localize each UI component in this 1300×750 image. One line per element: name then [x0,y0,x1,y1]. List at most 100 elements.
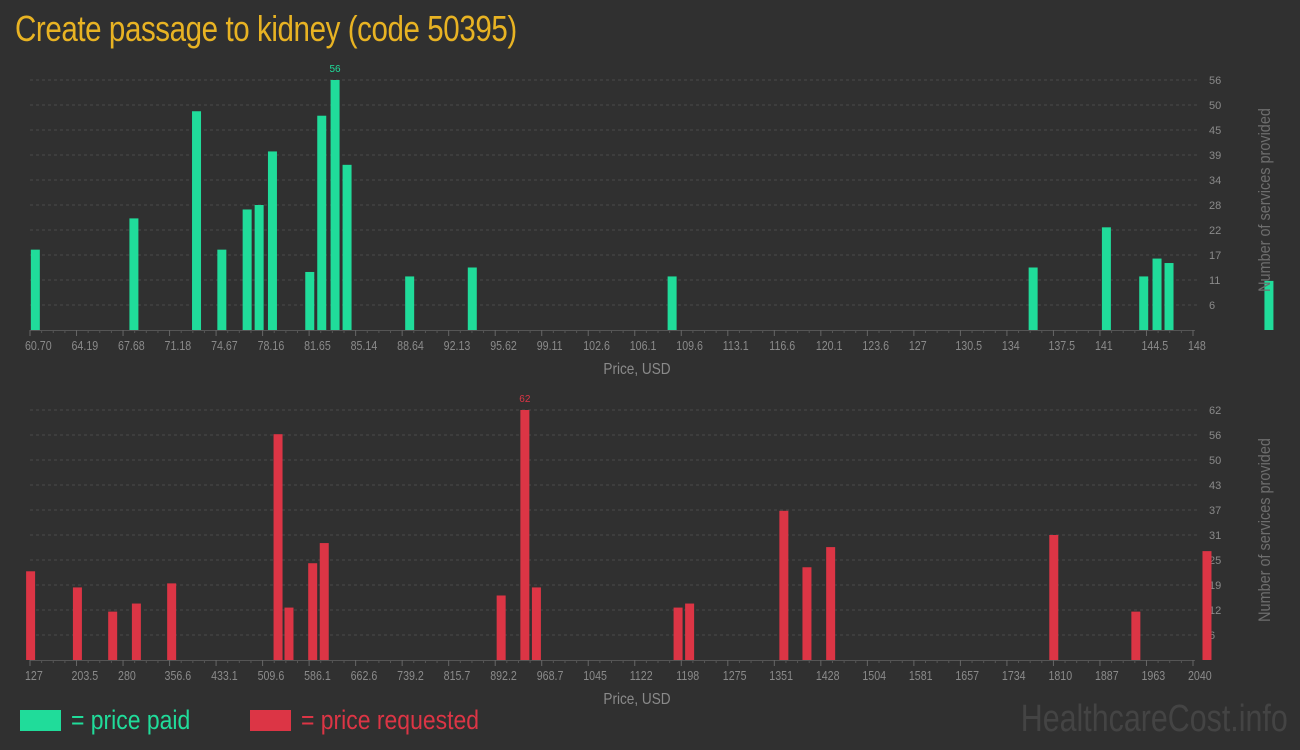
x-tick-label: 509.6 [258,668,285,683]
y-tick-label: 39 [1209,150,1221,162]
legend-label-paid: = price paid [71,704,191,735]
bar[interactable] [1049,535,1059,660]
bar[interactable] [167,583,177,660]
bar[interactable] [1139,276,1149,330]
bar[interactable] [1131,611,1141,660]
y-tick-label: 50 [1209,455,1221,467]
x-tick-label: 1887 [1095,668,1119,683]
x-tick-label: 148 [1188,338,1206,353]
x-tick-label: 85.14 [351,338,378,353]
x-tick-label: 144.5 [1141,338,1168,353]
bar[interactable] [667,276,677,330]
bar[interactable] [267,151,277,330]
x-tick-label: 662.6 [351,668,378,683]
bar[interactable] [467,267,477,331]
x-tick-label: 141 [1095,338,1113,353]
x-tick-label: 113.1 [723,338,749,353]
y-tick-label: 34 [1209,175,1221,187]
x-tick-label: 102.6 [583,338,610,353]
y-tick-label: 25 [1209,555,1221,567]
bar[interactable] [1264,280,1274,330]
x-tick-label: 356.6 [165,668,192,683]
page-title: Create passage to kidney (code 50395) [15,8,517,49]
y-tick-label: 62 [1209,405,1221,417]
x-tick-label: 78.16 [258,338,285,353]
bar[interactable] [317,115,327,330]
y-tick-label: 56 [1209,75,1221,87]
bar[interactable] [673,607,683,660]
y-tick-label: 37 [1209,505,1221,517]
x-tick-label: 739.2 [397,668,424,683]
bar[interactable] [826,547,836,660]
bar[interactable] [242,209,252,330]
y-tick-label: 56 [1209,430,1221,442]
max-value-label: 56 [330,64,342,75]
bar[interactable] [217,249,227,330]
bar[interactable] [779,510,789,660]
x-tick-label: 433.1 [211,668,238,683]
x-tick-label: 2040 [1188,668,1212,683]
bar[interactable] [520,410,530,660]
legend-price-requested: = price requested [250,705,510,735]
bar[interactable] [1028,267,1038,331]
y-axis-title: Number of services provided [1256,108,1274,292]
legend-price-paid: = price paid [20,705,211,735]
x-tick-label: 1198 [676,668,699,683]
x-tick-label: 127 [25,668,43,683]
x-tick-label: 120.1 [816,338,843,353]
x-tick-label: 1657 [955,668,979,683]
legend-swatch-requested [250,709,291,731]
bar[interactable] [1202,551,1212,660]
bar[interactable] [30,249,40,330]
x-axis-title: Price, USD [603,361,670,378]
x-tick-label: 116.6 [769,338,795,353]
x-tick-label: 892.2 [490,668,517,683]
bar[interactable] [1164,263,1174,330]
bar[interactable] [273,434,283,660]
y-tick-label: 6 [1209,630,1215,642]
x-tick-label: 130.5 [955,338,982,353]
x-tick-label: 109.6 [676,338,703,353]
y-tick-label: 6 [1209,300,1215,312]
x-tick-label: 127 [909,338,927,353]
bar[interactable] [1101,227,1111,330]
x-tick-label: 203.5 [72,668,99,683]
bar[interactable] [108,611,118,660]
bar[interactable] [685,603,695,660]
bar[interactable] [342,164,352,330]
y-axis-title: Number of services provided [1256,438,1274,622]
y-tick-label: 50 [1209,100,1221,112]
bar[interactable] [131,603,141,660]
bar[interactable] [129,218,139,330]
bar[interactable] [319,543,329,660]
x-tick-label: 64.19 [72,338,99,353]
x-tick-label: 74.67 [211,338,238,353]
bar[interactable] [1152,258,1162,330]
bar[interactable] [284,607,294,660]
y-tick-label: 43 [1209,480,1221,492]
chart-price-requested: 6 12 19 25 31 37 43 50 56 62 62 127 203.5 280 356.6 433… [25,394,1274,708]
bar[interactable] [496,595,506,660]
bar[interactable] [405,276,415,330]
x-tick-label: 88.64 [397,338,424,353]
x-tick-label: 1275 [723,668,747,683]
y-tick-label: 45 [1209,125,1221,137]
x-tick-label: 1122 [630,668,653,683]
bar[interactable] [192,111,202,330]
bar[interactable] [72,587,82,660]
chart-price-paid: 6 11 17 22 28 34 39 45 50 56 56 60.70 64.19 67.68 71.1… [25,64,1274,378]
x-tick-label: 1351 [769,668,793,683]
bar[interactable] [330,80,340,330]
bar[interactable] [254,205,264,330]
bar[interactable] [305,271,315,330]
y-tick-label: 11 [1209,275,1220,287]
x-tick-label: 95.62 [490,338,517,353]
y-tick-label: 19 [1209,580,1221,592]
bar[interactable] [308,563,318,660]
bar[interactable] [802,567,812,660]
bar[interactable] [26,571,36,660]
bar[interactable] [531,587,541,660]
x-tick-label: 586.1 [304,668,331,683]
x-tick-label: 815.7 [444,668,471,683]
x-tick-label: 60.70 [25,338,52,353]
